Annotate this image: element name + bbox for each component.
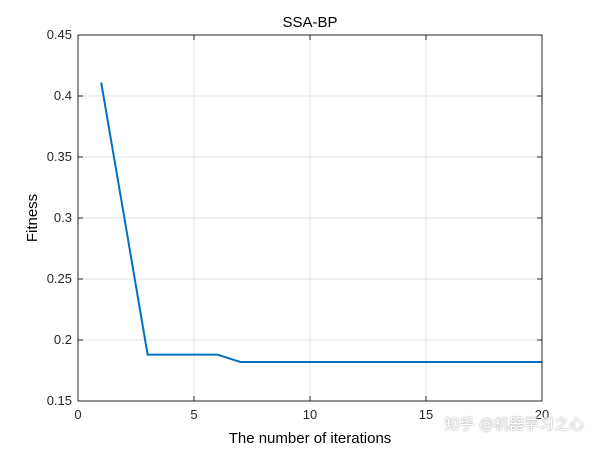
y-tick-label: 0.4 [54,88,72,103]
grid [77,34,543,402]
x-tick-label: 0 [74,407,81,422]
x-tick-label: 15 [419,407,433,422]
x-tick-label: 20 [535,407,549,422]
y-tick-label: 0.25 [47,271,72,286]
y-tick-label: 0.35 [47,149,72,164]
x-tick-label: 10 [303,407,317,422]
ticks: 0 5 10 15 20 0.15 0.2 0.25 0.3 0.35 0.4 0.45 [47,27,550,422]
y-axis-label: Fitness [24,194,41,242]
x-tick-label: 5 [190,407,197,422]
chart-title: SSA-BP [282,14,337,31]
y-tick-label: 0.45 [47,27,72,42]
series-line [100,82,542,363]
y-tick-label: 0.2 [54,332,72,347]
y-tick-label: 0.3 [54,210,72,225]
watermark: 知乎 @机器学习之心 [444,415,584,433]
y-tick-label: 0.15 [47,393,72,408]
x-axis-label: The number of iterations [229,430,392,447]
